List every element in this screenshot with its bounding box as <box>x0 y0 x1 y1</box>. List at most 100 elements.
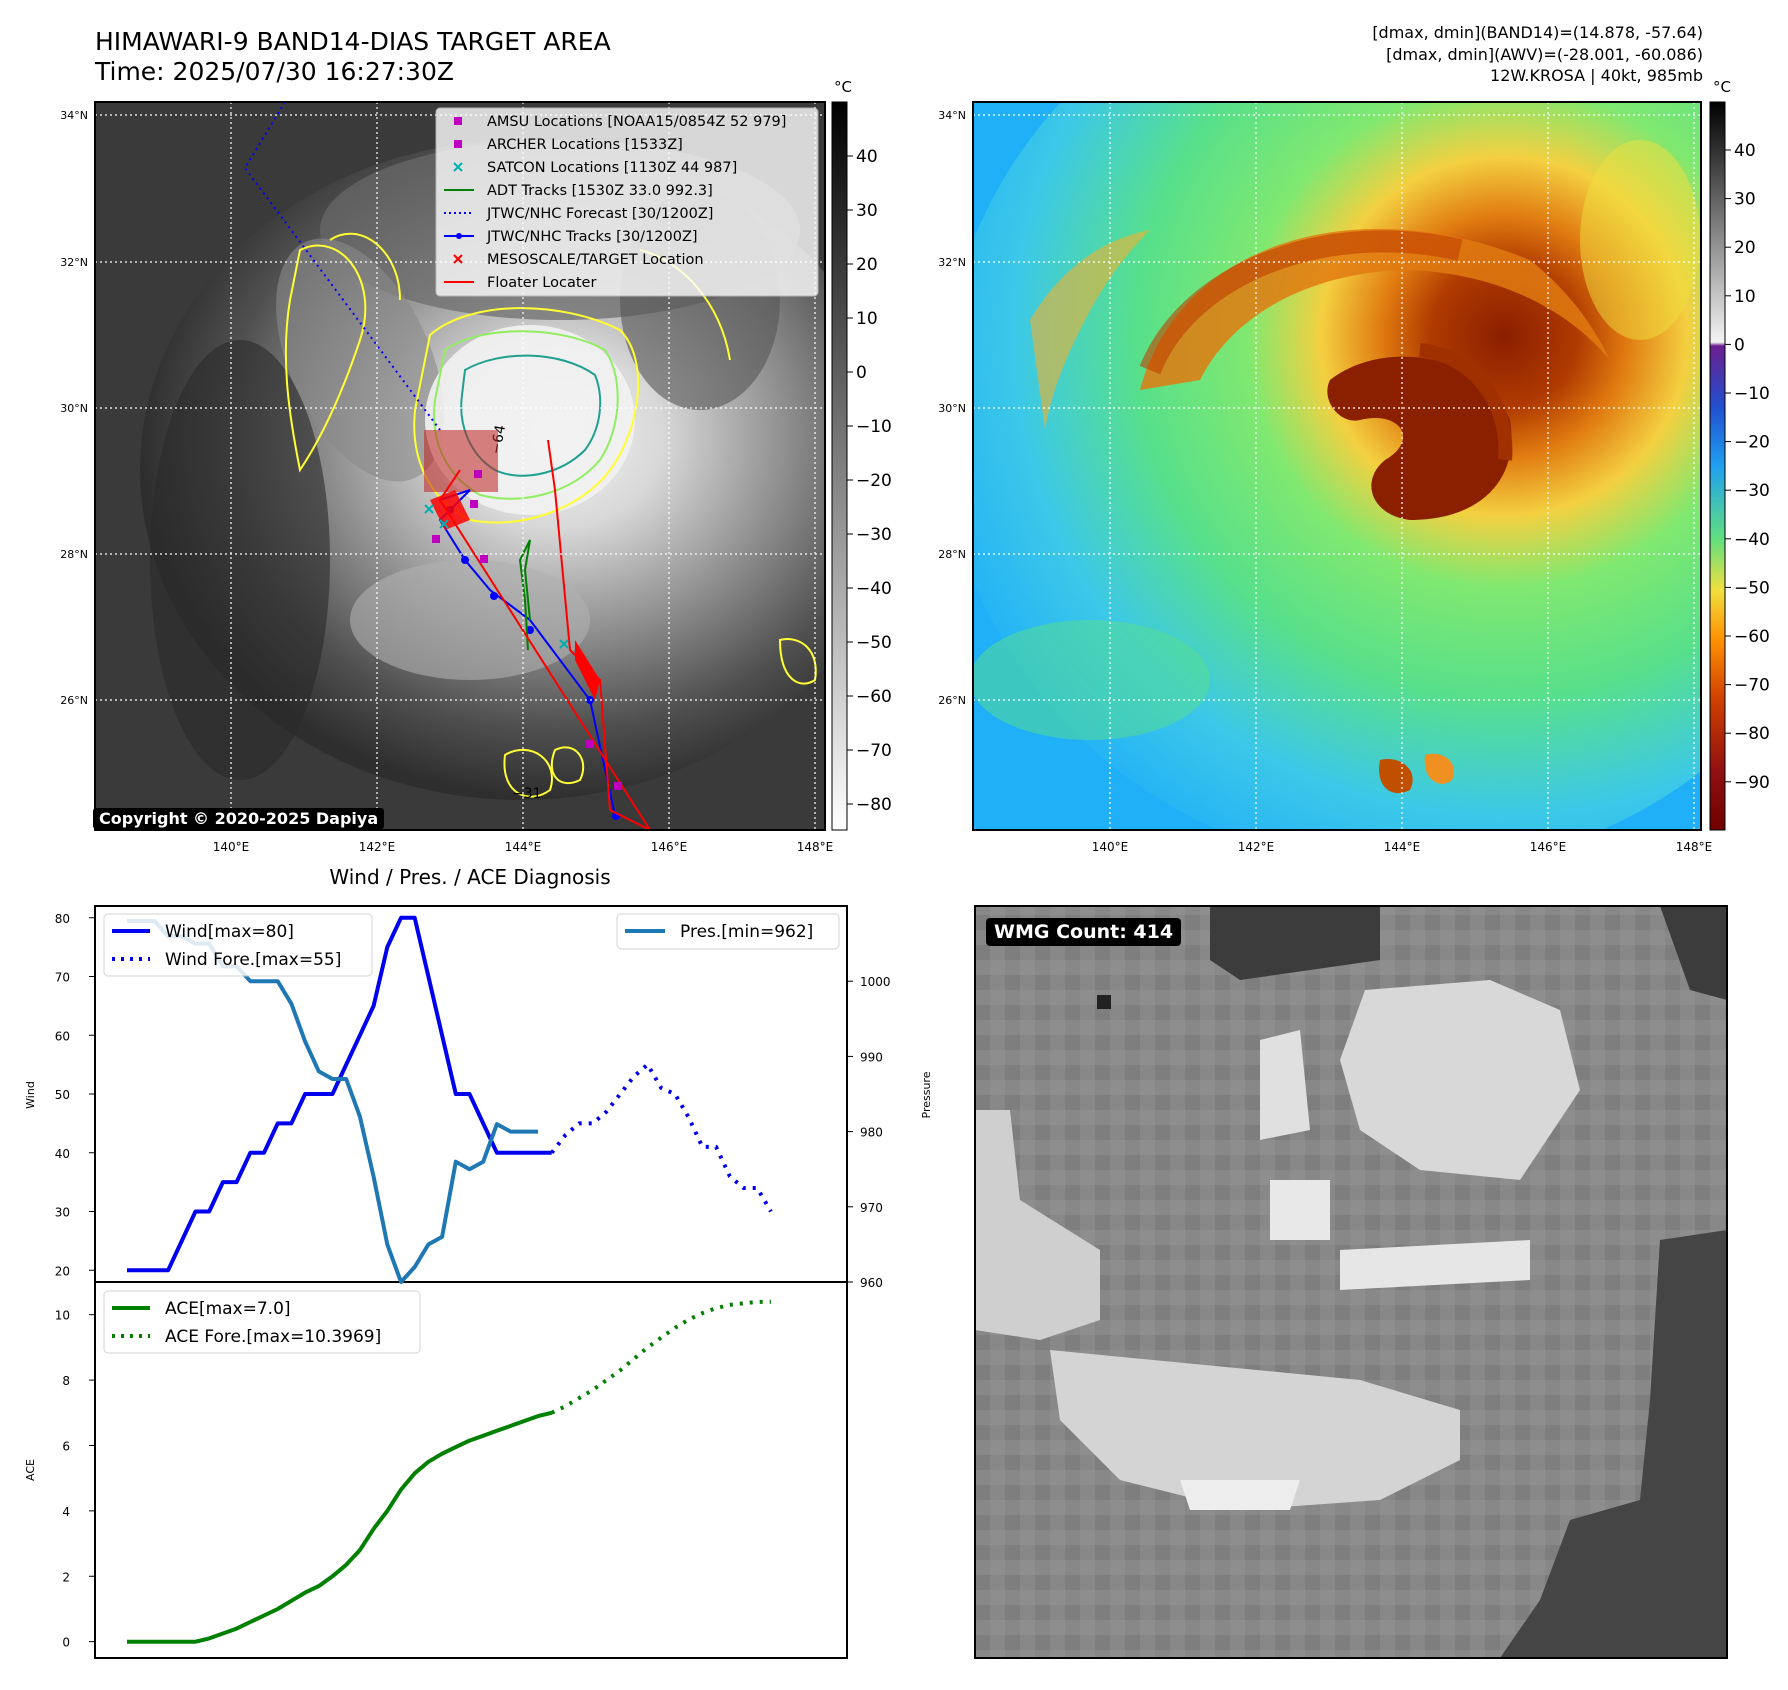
gray-colorbar-tick-label: 0 <box>856 363 867 383</box>
legend-marker-dot <box>456 233 462 239</box>
wind-ylabel: Wind <box>24 1081 37 1109</box>
wind-ytick-label: 70 <box>55 971 70 985</box>
map-legend: AMSU Locations [NOAA15/0854Z 52 979] ARCH… <box>435 107 819 297</box>
color-colorbar <box>1709 101 1726 831</box>
color-colorbar-tick-label: −20 <box>1734 433 1770 453</box>
ace-ytick-label: 2 <box>62 1570 70 1584</box>
legend-label: JTWC/NHC Tracks [30/1200Z] <box>486 229 698 245</box>
ace-legend: ACE[max=7.0] ACE Fore.[max=10.3969] <box>103 1290 421 1354</box>
copyright-badge: Copyright © 2020-2025 Dapiya <box>93 808 385 829</box>
gray-colorbar-tick-label: −40 <box>856 579 892 599</box>
gray-colorbar-tick-label: −60 <box>856 687 892 707</box>
ace-ytick-label: 0 <box>62 1636 70 1650</box>
wind-ytick-label: 60 <box>55 1029 70 1043</box>
ace-ytick-label: 4 <box>62 1505 70 1519</box>
map2-lon-label: 146°E <box>1530 840 1567 854</box>
ace-fore-legend-label: ACE Fore.[max=10.3969] <box>165 1327 381 1347</box>
diag-title: Wind / Pres. / ACE Diagnosis <box>329 865 610 889</box>
color-colorbar-tick-label: −50 <box>1734 578 1770 598</box>
wmg-count-badge: WMG Count: 414 <box>986 918 1182 946</box>
color-colorbar-tick-label: −90 <box>1734 773 1770 793</box>
wmg-panel <box>975 906 1727 1658</box>
floater-track <box>438 439 652 830</box>
info-line-3: 12W.KROSA | 40kt, 985mb <box>1490 66 1703 85</box>
color-colorbar-tick-label: −70 <box>1734 676 1770 696</box>
map2-lon-label: 140°E <box>1092 840 1129 854</box>
pressure-ytick-label: 970 <box>860 1201 883 1215</box>
map1-lat-label: 26°N <box>60 694 88 707</box>
pressure-ytick-label: 990 <box>860 1050 883 1064</box>
amsu-archer-markers <box>432 470 622 790</box>
map2-lat-label: 28°N <box>938 548 966 561</box>
color-colorbar-tick-label: 30 <box>1734 190 1756 210</box>
map2-lat-label: 30°N <box>938 402 966 415</box>
gray-colorbar-tick-label: −80 <box>856 795 892 815</box>
gray-colorbar-tick-label: 30 <box>856 201 878 221</box>
mesoscale-box <box>424 430 498 492</box>
color-colorbar-tick-label: −40 <box>1734 530 1770 550</box>
color-colorbar-tick-label: −30 <box>1734 481 1770 501</box>
ace-ylabel: ACE <box>24 1459 37 1481</box>
map1-lon-label: 140°E <box>213 840 250 854</box>
color-colorbar-tick-label: 10 <box>1734 287 1756 307</box>
gray-colorbar <box>831 101 848 831</box>
map2-lon-label: 148°E <box>1676 840 1713 854</box>
pressure-ylabel: Pressure <box>920 1071 933 1118</box>
legend-marker-square <box>454 117 462 125</box>
legend-label: Floater Locater <box>487 275 596 291</box>
map1-lat-label: 28°N <box>60 548 88 561</box>
info-line-2: [dmax, dmin](AWV)=(-28.001, -60.086) <box>1386 45 1703 64</box>
gray-colorbar-tick-label: −70 <box>856 741 892 761</box>
map1-frame <box>94 101 826 831</box>
map2-lat-label: 32°N <box>938 256 966 269</box>
color-colorbar-tick-label: −10 <box>1734 384 1770 404</box>
pressure-ytick-label: 980 <box>860 1126 883 1140</box>
pressure-ytick-label: 1000 <box>860 975 891 989</box>
legend-label: ARCHER Locations [1533Z] <box>487 137 683 153</box>
pressure-ytick-label: 960 <box>860 1276 883 1290</box>
color-colorbar-tick-label: 40 <box>1734 141 1756 161</box>
map1-lon-label: 146°E <box>651 840 688 854</box>
map2-lat-label: 26°N <box>938 694 966 707</box>
legend-label: JTWC/NHC Forecast [30/1200Z] <box>486 206 713 222</box>
ace-ytick-label: 10 <box>55 1309 70 1323</box>
map2-frame <box>972 101 1702 831</box>
map1-lat-label: 32°N <box>60 256 88 269</box>
figure-time: Time: 2025/07/30 16:27:30Z <box>94 57 454 86</box>
wind-fore-legend-label: Wind Fore.[max=55] <box>165 950 341 970</box>
ace-series-line <box>127 1410 553 1644</box>
legend-marker-square <box>454 140 462 148</box>
gray-colorbar-tick-label: 20 <box>856 255 878 275</box>
map1-lon-label: 142°E <box>359 840 396 854</box>
pressure-legend: Pres.[min=962] <box>616 913 840 950</box>
color-colorbar-tick-label: 20 <box>1734 238 1756 258</box>
ace-forecast-series-line <box>550 1299 771 1415</box>
wind-forecast-series-line <box>550 1062 773 1213</box>
map1-lon-label: 144°E <box>505 840 542 854</box>
legend-label: MESOSCALE/TARGET Location <box>487 252 704 268</box>
satcon-markers <box>424 504 569 649</box>
color-colorbar-unit: °C <box>1713 78 1731 96</box>
wind-ytick-label: 80 <box>55 912 70 926</box>
map2-lon-label: 144°E <box>1384 840 1421 854</box>
figure-title: HIMAWARI-9 BAND14-DIAS TARGET AREA <box>95 27 611 56</box>
gray-colorbar-tick-label: −30 <box>856 525 892 545</box>
info-line-1: [dmax, dmin](BAND14)=(14.878, -57.64) <box>1372 23 1703 42</box>
legend-label: SATCON Locations [1130Z 44 987] <box>487 160 737 176</box>
floater-blob <box>575 640 600 700</box>
gray-colorbar-tick-label: −10 <box>856 417 892 437</box>
ace-ytick-label: 8 <box>62 1374 70 1388</box>
ace-ytick-label: 6 <box>62 1439 70 1453</box>
wind-legend: Wind[max=80] Wind Fore.[max=55] <box>103 913 373 977</box>
jtwc-forecast-track <box>243 102 441 431</box>
map2-lat-label: 34°N <box>938 109 966 122</box>
legend-marker-x <box>453 162 463 172</box>
wind-ytick-label: 50 <box>55 1088 70 1102</box>
wind-ytick-label: 20 <box>55 1264 70 1278</box>
wind-ytick-label: 30 <box>55 1206 70 1220</box>
color-colorbar-tick-label: −80 <box>1734 724 1770 744</box>
map2-lon-label: 142°E <box>1238 840 1275 854</box>
map1-lat-label: 30°N <box>60 402 88 415</box>
wind-legend-label: Wind[max=80] <box>165 922 294 942</box>
gray-colorbar-tick-label: −20 <box>856 471 892 491</box>
